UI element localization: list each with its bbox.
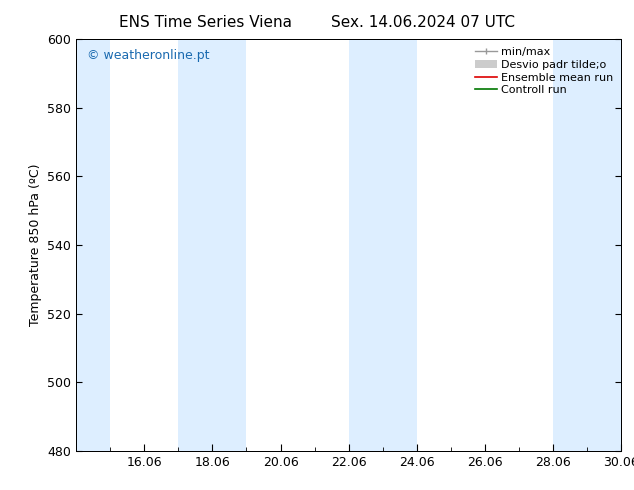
Legend: min/max, Desvio padr tilde;o, Ensemble mean run, Controll run: min/max, Desvio padr tilde;o, Ensemble m… (472, 45, 616, 98)
Text: © weatheronline.pt: © weatheronline.pt (87, 49, 209, 63)
Y-axis label: Temperature 850 hPa (ºC): Temperature 850 hPa (ºC) (29, 164, 42, 326)
Bar (553, 39, 621, 451)
Bar (178, 39, 247, 451)
Bar (76, 39, 110, 451)
Bar (349, 39, 417, 451)
Text: ENS Time Series Viena        Sex. 14.06.2024 07 UTC: ENS Time Series Viena Sex. 14.06.2024 07… (119, 15, 515, 30)
